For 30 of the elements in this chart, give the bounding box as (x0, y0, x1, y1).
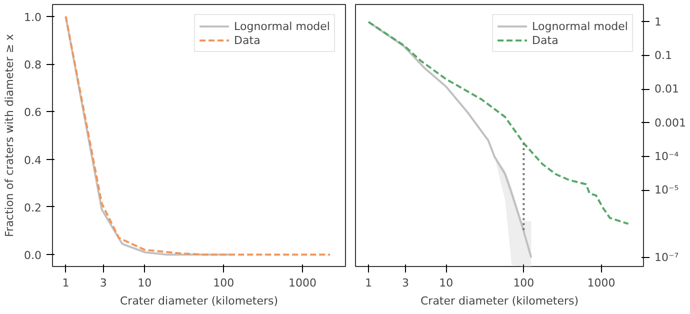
x-axis-title: Crater diameter (kilometers) (420, 294, 579, 308)
x-tick-label: 10 (138, 276, 152, 290)
y-axis-title: Fraction of craters with diameter ≥ x (3, 33, 16, 238)
legend-label: Lognormal model (234, 19, 330, 33)
y-tick-label: 0.0 (24, 249, 42, 262)
x-tick-label: 1 (364, 276, 372, 290)
x-tick-label: 100 (213, 276, 234, 290)
y-tick-label: 1 (654, 15, 662, 28)
y-tick-label: 1.0 (24, 10, 42, 24)
y-tick-label: 0.8 (24, 58, 42, 72)
x-tick-label: 1000 (587, 276, 616, 290)
y-tick-label: 0.1 (654, 49, 672, 62)
x-axis-title: Crater diameter (kilometers) (120, 294, 278, 308)
y-tick-label: 10⁻⁵ (654, 184, 679, 197)
x-tick-label: 3 (402, 276, 410, 290)
x-tick-label: 100 (513, 276, 534, 290)
x-tick-label: 3 (100, 276, 107, 290)
y-tick-label: 10⁻⁷ (654, 250, 679, 264)
x-tick-label: 1000 (288, 276, 317, 290)
legend-label: Data (234, 33, 260, 47)
x-tick-label: 1 (62, 276, 70, 290)
y-tick-label: 0.6 (24, 106, 42, 120)
legend-label: Lognormal model (532, 19, 628, 33)
y-tick-label: 0.001 (654, 116, 686, 130)
y-tick-label: 10⁻⁴ (654, 150, 680, 164)
y-tick-label: 0.4 (24, 154, 42, 167)
y-tick-label: 0.2 (24, 201, 42, 214)
y-tick-label: 0.01 (654, 82, 679, 96)
legend-label: Data (532, 33, 558, 47)
x-tick-label: 10 (439, 276, 454, 290)
